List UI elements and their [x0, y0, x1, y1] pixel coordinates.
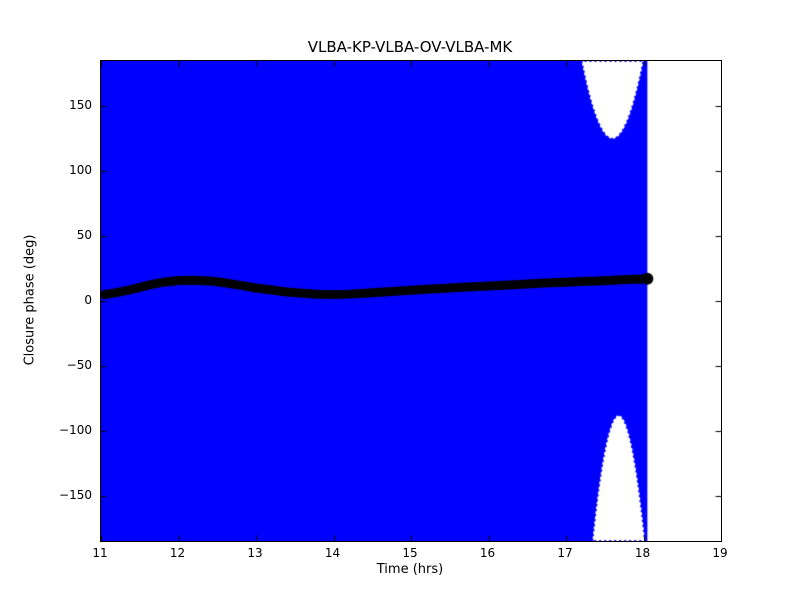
- chart-title: VLBA-KP-VLBA-OV-VLBA-MK: [307, 38, 513, 56]
- x-tick-label: 12: [169, 546, 186, 560]
- x-tick-label: 16: [479, 546, 496, 560]
- x-tick-label: 18: [634, 546, 651, 560]
- y-tick-label: −100: [59, 422, 92, 437]
- y-tick-label: 100: [69, 163, 92, 178]
- x-tick-label: 13: [247, 546, 263, 560]
- x-tick-label: 19: [712, 546, 728, 560]
- y-tick-label: 150: [69, 98, 92, 113]
- y-tick-label: 0: [84, 293, 92, 307]
- y-tick-label: −50: [66, 357, 92, 372]
- x-tick-label: 14: [324, 546, 341, 560]
- y-axis-label: Closure phase (deg): [22, 234, 38, 366]
- axes: [100, 60, 722, 542]
- x-tick-label: 15: [402, 546, 418, 560]
- plot-area: [101, 61, 721, 541]
- x-tick-label: 17: [557, 546, 573, 560]
- y-tick-label: −150: [59, 487, 92, 502]
- y-tick-label: 50: [76, 228, 92, 243]
- x-axis-label: Time (hrs): [376, 562, 444, 577]
- x-tick-label: 11: [92, 546, 108, 560]
